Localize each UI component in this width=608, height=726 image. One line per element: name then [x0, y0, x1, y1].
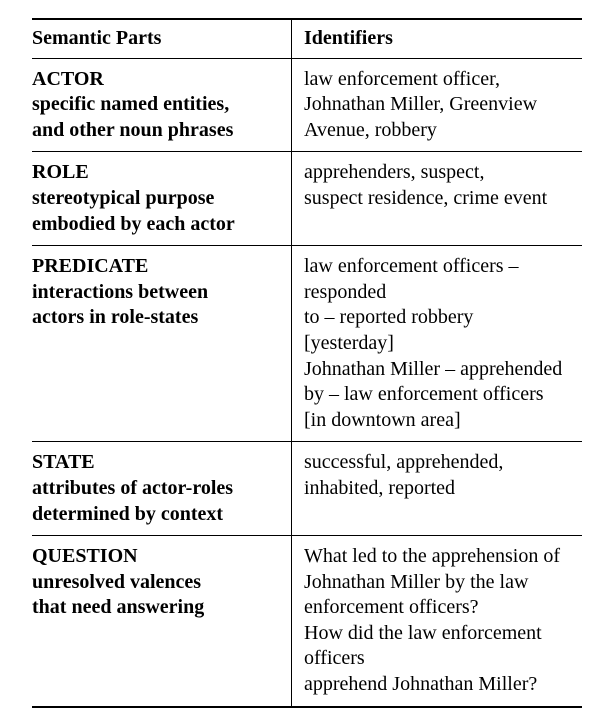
table-row: ROLEstereotypical purposeembodied by eac… — [32, 151, 582, 245]
row-left: QUESTIONunresolved valencesthat need ans… — [32, 536, 292, 706]
semantic-parts-table: Semantic Parts Identifiers ACTORspecific… — [0, 0, 608, 726]
table-row: QUESTIONunresolved valencesthat need ans… — [32, 535, 582, 708]
row-left: STATEattributes of actor-rolesdetermined… — [32, 442, 292, 535]
row-right: successful, apprehended,inhabited, repor… — [292, 442, 582, 535]
row-left: ACTORspecific named entities,and other n… — [32, 59, 292, 152]
table-header-row: Semantic Parts Identifiers — [32, 18, 582, 58]
table-row: ACTORspecific named entities,and other n… — [32, 58, 582, 152]
row-right: apprehenders, suspect,suspect residence,… — [292, 152, 582, 245]
row-right: law enforcement officer,Johnathan Miller… — [292, 59, 582, 152]
table-row: PREDICATEinteractions betweenactors in r… — [32, 245, 582, 441]
table-row: STATEattributes of actor-rolesdetermined… — [32, 441, 582, 535]
row-left: ROLEstereotypical purposeembodied by eac… — [32, 152, 292, 245]
row-right: law enforcement officers – respondedto –… — [292, 246, 582, 441]
row-right: What led to the apprehension ofJohnathan… — [292, 536, 582, 706]
row-left: PREDICATEinteractions betweenactors in r… — [32, 246, 292, 441]
header-left: Semantic Parts — [32, 20, 292, 58]
header-right: Identifiers — [292, 20, 582, 58]
